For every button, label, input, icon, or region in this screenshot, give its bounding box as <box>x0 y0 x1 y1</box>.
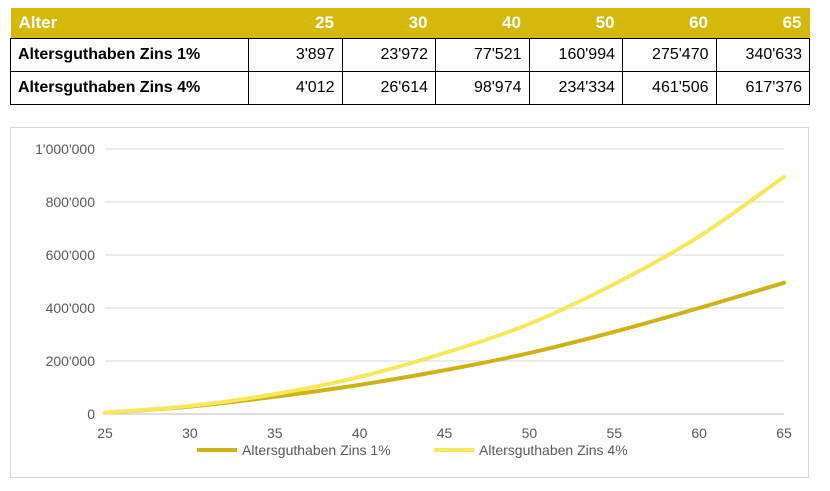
x-tick-label: 50 <box>522 425 538 441</box>
legend: Altersguthaben Zins 1% Altersguthaben Zin… <box>197 442 628 458</box>
table-cell: 275'470 <box>622 38 717 72</box>
row-label: Altersguthaben Zins 4% <box>10 71 249 105</box>
x-tick-label: 30 <box>182 425 198 441</box>
x-tick-label: 35 <box>267 425 283 441</box>
x-tick-label: 60 <box>691 425 707 441</box>
table-cell: 98'974 <box>435 71 530 105</box>
header-label: Alter <box>10 8 249 39</box>
x-axis-labels: 25 30 35 40 45 50 55 60 65 <box>97 425 792 441</box>
x-tick-label: 55 <box>606 425 622 441</box>
table-row: Altersguthaben Zins 1% 3'897 23'972 77'5… <box>10 38 810 72</box>
table-cell: 340'633 <box>715 38 810 72</box>
table-cell: 3'897 <box>248 38 343 72</box>
series-line-2 <box>103 174 786 415</box>
header-age: 60 <box>622 8 716 39</box>
table-cell: 160'994 <box>528 38 623 72</box>
table-cell: 23'972 <box>341 38 436 72</box>
y-tick-label: 600'000 <box>46 247 96 263</box>
y-tick-label: 400'000 <box>46 300 96 316</box>
x-tick-label: 40 <box>352 425 368 441</box>
table-cell: 77'521 <box>435 38 530 72</box>
row-label: Altersguthaben Zins 1% <box>10 38 249 72</box>
legend-label: Altersguthaben Zins 1% <box>242 442 391 458</box>
series-lines <box>103 174 786 415</box>
y-tick-label: 200'000 <box>46 353 96 369</box>
header-age: 30 <box>342 8 436 39</box>
header-age: 50 <box>529 8 623 39</box>
table-cell: 234'334 <box>528 71 623 105</box>
y-tick-label: 1'000'000 <box>35 141 95 157</box>
chart-container: 0 200'000 400'000 600'000 800'000 1'000'000 2… <box>10 127 809 478</box>
x-tick-label: 45 <box>437 425 453 441</box>
header-age: 65 <box>716 8 810 39</box>
legend-label: Altersguthaben Zins 4% <box>479 442 628 458</box>
header-age: 40 <box>435 8 529 39</box>
x-tick-label: 25 <box>97 425 113 441</box>
data-table: Alter 25 30 40 50 60 65 Altersguthaben Z… <box>10 8 810 105</box>
table-cell: 26'614 <box>341 71 436 105</box>
table-cell: 617'376 <box>715 71 810 105</box>
table-cell: 4'012 <box>248 71 343 105</box>
gridlines <box>105 148 784 415</box>
table-row: Altersguthaben Zins 4% 4'012 26'614 98'9… <box>10 71 810 105</box>
y-axis-labels: 0 200'000 400'000 600'000 800'000 1'000'000 <box>35 141 95 422</box>
table-cell: 461'506 <box>622 71 717 105</box>
series-line-1 <box>103 280 786 415</box>
y-tick-label: 800'000 <box>46 194 96 210</box>
x-tick-label: 65 <box>776 425 792 441</box>
header-age: 25 <box>248 8 342 39</box>
line-chart: 0 200'000 400'000 600'000 800'000 1'000'000 2… <box>35 141 792 458</box>
y-tick-label: 0 <box>87 406 95 422</box>
table-header-row: Alter 25 30 40 50 60 65 <box>10 8 810 39</box>
